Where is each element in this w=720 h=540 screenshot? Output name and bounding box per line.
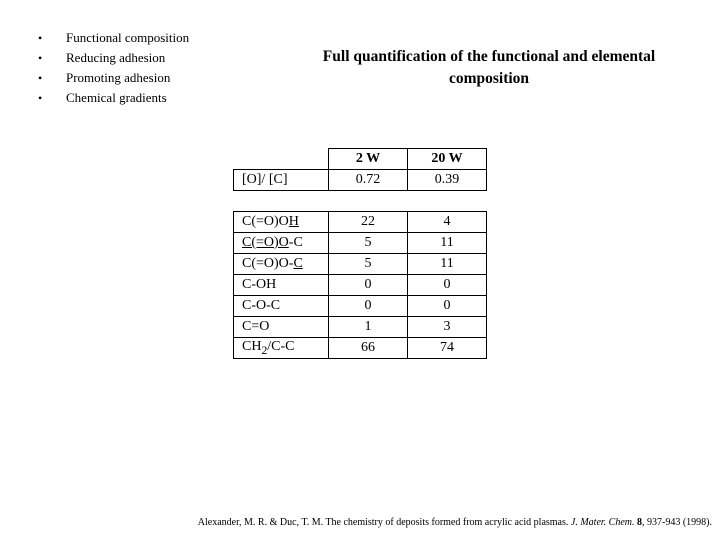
cell: 74	[408, 338, 487, 359]
cell: 66	[329, 338, 408, 359]
cell: 3	[408, 317, 487, 338]
col-header-2w: 2 W	[329, 149, 408, 170]
cell: 0	[408, 296, 487, 317]
bullet-item: Reducing adhesion	[38, 48, 278, 68]
row-label: C-O-C	[234, 296, 329, 317]
table-row: C-OH 0 0	[234, 275, 487, 296]
cell: 0	[408, 275, 487, 296]
cell: 5	[329, 233, 408, 254]
bullet-item: Functional composition	[38, 28, 278, 48]
table-row: [O]/ [C] 0.72 0.39	[234, 170, 487, 191]
row-label: C-OH	[234, 275, 329, 296]
cell: 5	[329, 254, 408, 275]
bullet-item: Chemical gradients	[38, 88, 278, 108]
slide-title: Full quantification of the functional an…	[278, 28, 720, 90]
col-header-20w: 20 W	[408, 149, 487, 170]
table-row: C(=O)OH 22 4	[234, 212, 487, 233]
table-row: C(=O)O-C 5 11	[234, 254, 487, 275]
cell: 22	[329, 212, 408, 233]
cell: 11	[408, 254, 487, 275]
row-label: C(=O)O-C	[234, 254, 329, 275]
cell: 0	[329, 296, 408, 317]
bullet-list: Functional composition Reducing adhesion…	[0, 28, 278, 108]
bullet-item: Promoting adhesion	[38, 68, 278, 88]
table-header-row: 2 W 20 W	[234, 149, 487, 170]
cell: 4	[408, 212, 487, 233]
title-line-1: Full quantification of the functional an…	[323, 48, 655, 65]
composition-table: 2 W 20 W [O]/ [C] 0.72 0.39 C(=O)OH 22 4…	[233, 148, 487, 359]
citation-authors: Alexander, M. R. & Duc, T. M. The chemis…	[198, 517, 571, 528]
cell: 11	[408, 233, 487, 254]
citation: Alexander, M. R. & Duc, T. M. The chemis…	[8, 517, 712, 528]
cell: 0	[329, 275, 408, 296]
ratio-v1: 0.72	[329, 170, 408, 191]
ratio-v2: 0.39	[408, 170, 487, 191]
citation-pages: , 937-943 (1998).	[642, 517, 712, 528]
row-label: CH2/C-C	[234, 338, 329, 359]
row-label: C(=O)OH	[234, 212, 329, 233]
title-line-2: composition	[449, 70, 529, 87]
citation-journal: J. Mater. Chem.	[571, 517, 637, 528]
row-label: C(=O)O-C	[234, 233, 329, 254]
table-row: C(=O)O-C 5 11	[234, 233, 487, 254]
row-label: C=O	[234, 317, 329, 338]
table-row: CH2/C-C 66 74	[234, 338, 487, 359]
table-row: C=O 1 3	[234, 317, 487, 338]
cell: 1	[329, 317, 408, 338]
ratio-label: [O]/ [C]	[234, 170, 329, 191]
table-row: C-O-C 0 0	[234, 296, 487, 317]
